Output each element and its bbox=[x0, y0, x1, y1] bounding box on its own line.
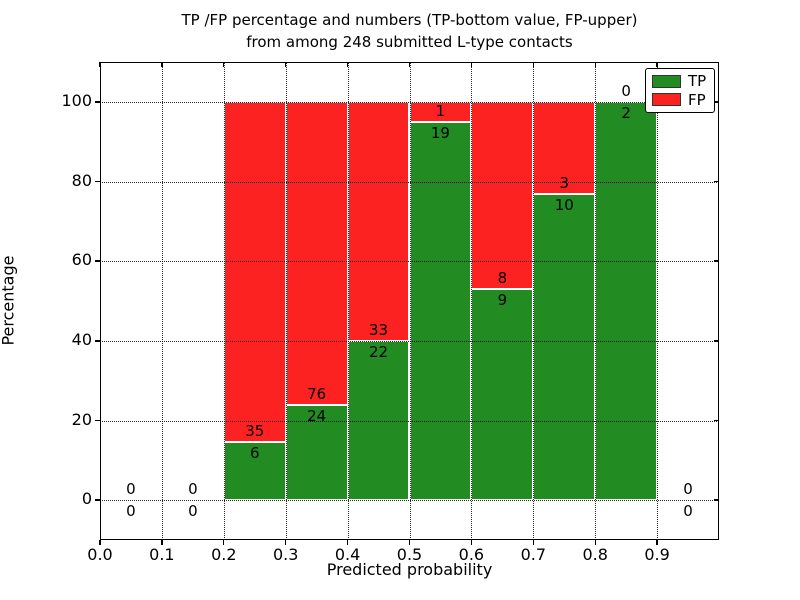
y-axis-title: Percentage bbox=[0, 255, 18, 346]
x-tick-label: 0.4 bbox=[334, 545, 361, 564]
y-tick-label: 0 bbox=[81, 489, 92, 509]
tp-count-label: 19 bbox=[430, 123, 450, 142]
fp-count-label: 0 bbox=[188, 480, 198, 499]
y-tick-label: 80 bbox=[71, 170, 92, 190]
fp-count-label: 0 bbox=[621, 81, 631, 100]
x-tick-label: 0.8 bbox=[582, 545, 608, 564]
x-tick-mark-top bbox=[532, 62, 534, 67]
x-tick-mark-top bbox=[408, 62, 411, 67]
y-tick-label: 100 bbox=[61, 90, 92, 110]
tp-count-label: 0 bbox=[683, 502, 693, 521]
x-tick-mark-top bbox=[161, 62, 163, 67]
y-tick-mark-right bbox=[714, 101, 719, 103]
fp-count-label: 33 bbox=[369, 320, 389, 339]
x-tick-label: 0.0 bbox=[87, 545, 113, 564]
tp-count-label: 22 bbox=[369, 342, 389, 361]
y-tick-label: 40 bbox=[71, 329, 92, 349]
x-tick-mark-top bbox=[346, 62, 349, 67]
tp-count-label: 9 bbox=[497, 291, 508, 310]
x-tick-mark-top bbox=[99, 62, 101, 67]
x-gridline bbox=[595, 62, 597, 540]
y-tick-mark bbox=[95, 419, 100, 422]
x-tick-mark bbox=[99, 540, 101, 545]
y-tick-mark-right bbox=[714, 419, 719, 422]
bar-tp-segment bbox=[347, 340, 410, 501]
y-tick-mark bbox=[95, 340, 100, 342]
y-tick-mark-right bbox=[714, 180, 719, 183]
tp-color-swatch bbox=[652, 74, 681, 88]
x-tick-mark bbox=[408, 540, 411, 545]
y-tick-mark-right bbox=[714, 260, 719, 262]
tp-count-label: 2 bbox=[621, 103, 631, 122]
x-gridline bbox=[533, 62, 535, 540]
x-tick-label: 0.9 bbox=[644, 545, 670, 564]
x-gridline bbox=[285, 62, 287, 540]
bar-fp-segment bbox=[347, 101, 410, 341]
bar-tp-segment bbox=[409, 121, 472, 501]
legend-label-fp: FP bbox=[688, 90, 706, 109]
x-tick-mark-top bbox=[656, 62, 658, 67]
x-gridline bbox=[471, 62, 473, 540]
legend-entry-fp: FP bbox=[652, 92, 708, 108]
plot-area: 0 0 0 0 35 6 76 24 33 22 1 19 8 9 3 10 0 2 0 0 bbox=[100, 62, 719, 540]
fp-count-label: 1 bbox=[435, 101, 446, 120]
fp-count-label: 0 bbox=[683, 480, 693, 499]
bar-tp-segment bbox=[285, 404, 348, 501]
y-tick-mark bbox=[95, 260, 100, 262]
x-tick-label: 0.3 bbox=[272, 545, 299, 564]
x-tick-label: 0.2 bbox=[211, 545, 237, 564]
fp-color-swatch bbox=[652, 93, 681, 107]
bar-fp-segment bbox=[285, 101, 348, 405]
x-gridline bbox=[347, 62, 349, 540]
x-tick-mark bbox=[594, 540, 596, 545]
x-tick-label: 0.7 bbox=[520, 545, 547, 564]
axes-spines bbox=[100, 62, 719, 540]
tp-count-label: 0 bbox=[126, 502, 136, 521]
y-tick-label: 60 bbox=[71, 250, 92, 270]
tp-count-label: 6 bbox=[249, 443, 260, 462]
fp-count-label: 76 bbox=[307, 384, 327, 403]
x-tick-mark bbox=[161, 540, 163, 545]
fp-count-label: 35 bbox=[245, 421, 265, 440]
legend-entry-tp: TP bbox=[652, 73, 708, 89]
y-tick-mark bbox=[95, 499, 100, 501]
x-gridline bbox=[161, 62, 163, 540]
tp-count-label: 24 bbox=[307, 406, 327, 425]
chart-title-line1: TP /FP percentage and numbers (TP-bottom… bbox=[181, 11, 638, 29]
x-tick-mark-top bbox=[470, 62, 473, 67]
tp-count-label: 10 bbox=[554, 195, 574, 214]
x-gridline bbox=[409, 62, 411, 540]
x-gridline bbox=[223, 62, 225, 540]
x-tick-mark bbox=[532, 540, 534, 545]
x-tick-mark bbox=[346, 540, 349, 545]
legend: TP FP bbox=[645, 68, 715, 113]
bar-tp-segment bbox=[533, 193, 596, 501]
bar-tp-segment bbox=[471, 289, 534, 501]
chart-title-line2: from among 248 submitted L-type contacts bbox=[246, 33, 573, 51]
x-tick-label: 0.1 bbox=[149, 545, 175, 564]
x-axis-title: Predicted probability bbox=[326, 560, 493, 579]
x-gridline bbox=[657, 62, 659, 540]
y-tick-mark bbox=[95, 101, 100, 103]
x-tick-label: 0.6 bbox=[458, 545, 485, 564]
x-tick-label: 0.5 bbox=[396, 545, 423, 564]
x-tick-mark bbox=[656, 540, 658, 545]
fp-count-label: 3 bbox=[559, 173, 570, 192]
y-tick-mark-right bbox=[714, 499, 719, 501]
x-tick-mark-top bbox=[223, 62, 225, 67]
y-tick-label: 20 bbox=[71, 409, 92, 429]
y-tick-mark-right bbox=[714, 340, 719, 342]
x-tick-mark bbox=[470, 540, 473, 545]
fp-count-label: 8 bbox=[497, 269, 508, 288]
x-tick-mark bbox=[223, 540, 225, 545]
x-tick-mark-top bbox=[285, 62, 287, 67]
bar-tp-segment bbox=[595, 101, 658, 501]
tp-count-label: 0 bbox=[188, 502, 198, 521]
y-tick-mark bbox=[95, 180, 100, 183]
fp-count-label: 0 bbox=[126, 480, 136, 499]
x-tick-mark bbox=[285, 540, 287, 545]
legend-label-tp: TP bbox=[688, 72, 707, 91]
x-tick-mark-top bbox=[594, 62, 596, 67]
